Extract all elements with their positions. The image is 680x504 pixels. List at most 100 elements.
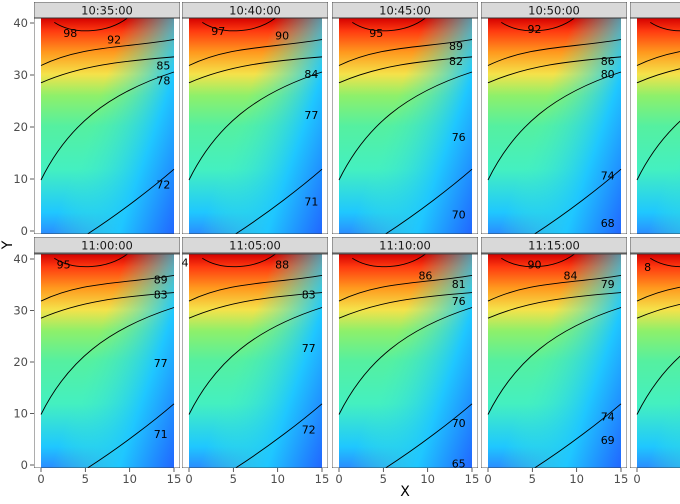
contour-label: 70 bbox=[452, 209, 466, 222]
x-tick-label: 15 bbox=[167, 472, 182, 486]
y-tick-label: 10 bbox=[13, 407, 28, 421]
facet-strip bbox=[630, 2, 680, 19]
contour-line bbox=[352, 17, 426, 32]
heatmap-cool-corner bbox=[41, 254, 174, 468]
contour-line bbox=[54, 17, 128, 32]
contour-label: 90 bbox=[528, 259, 542, 272]
panel-border bbox=[182, 17, 328, 234]
contour-line bbox=[188, 292, 323, 319]
contour-line bbox=[636, 51, 680, 66]
heatmap-cool-corner bbox=[637, 254, 680, 468]
facet-strip bbox=[34, 237, 180, 254]
y-tick-label: 10 bbox=[13, 172, 28, 186]
x-tick-label: 15 bbox=[465, 472, 480, 486]
facet-panel bbox=[630, 2, 680, 234]
contour-line bbox=[40, 307, 175, 415]
facet-strip-label: 11:15:00 bbox=[528, 239, 580, 253]
contour-label: 71 bbox=[154, 428, 168, 441]
contour-line bbox=[188, 307, 323, 415]
contour-label: 84 bbox=[304, 68, 318, 81]
panel-border bbox=[182, 253, 328, 468]
contour-line bbox=[188, 71, 323, 181]
contour-label: 76 bbox=[452, 131, 466, 144]
contour-label: 80 bbox=[601, 68, 615, 81]
contour-line bbox=[487, 274, 622, 302]
contour-line bbox=[188, 274, 323, 302]
contour-label: 85 bbox=[156, 60, 170, 73]
contour-label: 86 bbox=[418, 269, 432, 282]
contour-label: 74 bbox=[601, 411, 615, 424]
x-tick-label: 5 bbox=[82, 472, 89, 486]
contour-label: 81 bbox=[452, 278, 466, 291]
facet-strip-label: 10:50:00 bbox=[528, 4, 580, 18]
contour-label: 68 bbox=[601, 217, 615, 230]
contour-line bbox=[487, 39, 622, 66]
contour-label: 82 bbox=[449, 55, 463, 68]
facet-panel: 86 81 76 70 65 11:10:00 bbox=[332, 237, 478, 471]
panel-border bbox=[481, 253, 627, 468]
contour-line bbox=[487, 307, 622, 415]
facet-panel: 95 89 83 77 71 11:00:00 bbox=[34, 237, 180, 468]
contour-line bbox=[338, 307, 473, 415]
x-tick-label: 0 bbox=[185, 472, 192, 486]
contour-line bbox=[40, 56, 175, 84]
heatmap-cool-corner bbox=[189, 254, 322, 468]
facet-strip bbox=[182, 237, 328, 254]
contour-label: 83 bbox=[302, 289, 316, 302]
contour-label: 86 bbox=[601, 55, 615, 68]
contour-label: 88 bbox=[275, 259, 289, 272]
contour-line bbox=[202, 253, 276, 268]
y-axis-title: Y bbox=[0, 240, 16, 250]
facet-strip bbox=[481, 237, 627, 254]
contour-label: 70 bbox=[452, 417, 466, 430]
contour-label: 95 bbox=[57, 259, 71, 272]
contour-label: 79 bbox=[601, 278, 615, 291]
contour-line bbox=[636, 120, 680, 181]
panel-border bbox=[630, 17, 680, 234]
contour-label: 71 bbox=[304, 196, 318, 209]
contour-label: 65 bbox=[452, 458, 466, 471]
contour-line bbox=[534, 403, 622, 468]
contour-label: 97 bbox=[211, 25, 225, 38]
contour-label: 72 bbox=[156, 178, 170, 191]
contour-line bbox=[501, 253, 575, 268]
contour-label: 8 bbox=[644, 261, 651, 274]
contour-label: 4 bbox=[182, 257, 189, 270]
facet-strip-label: 10:40:00 bbox=[229, 4, 281, 18]
contour-line bbox=[235, 403, 323, 468]
contour-line bbox=[338, 39, 473, 66]
facet-strip-label: 11:10:00 bbox=[379, 239, 431, 253]
panel-border bbox=[34, 17, 180, 234]
x-tick-label: 10 bbox=[420, 472, 435, 486]
x-tick-label: 15 bbox=[614, 472, 629, 486]
contour-line bbox=[40, 292, 175, 319]
contour-label: 89 bbox=[449, 40, 463, 53]
panel-border bbox=[630, 253, 680, 468]
panel-border bbox=[332, 253, 478, 468]
contour-line bbox=[87, 403, 175, 468]
contour-label: 77 bbox=[302, 342, 316, 355]
contour-label: 72 bbox=[302, 423, 316, 436]
contour-line bbox=[40, 274, 175, 302]
contour-label: 98 bbox=[63, 27, 77, 40]
heatmap-cool-corner bbox=[488, 18, 621, 234]
facet-panel: 98 92 85 78 72 10:35:00 bbox=[34, 2, 180, 234]
heatmap-cool-corner bbox=[339, 254, 472, 468]
x-tick-label: 0 bbox=[484, 472, 491, 486]
contour-line bbox=[338, 292, 473, 319]
contour-line bbox=[487, 56, 622, 84]
contour-label: 69 bbox=[601, 434, 615, 447]
heatmap-cool-corner bbox=[488, 254, 621, 468]
x-tick-label: 5 bbox=[529, 472, 536, 486]
facet-panel: 97 90 84 77 71 10:40:00 bbox=[182, 2, 328, 234]
contour-line bbox=[352, 253, 426, 268]
facet-panel: 4 88 83 77 72 11:05:00 bbox=[182, 237, 328, 468]
panel-border bbox=[481, 17, 627, 234]
x-tick-label: 5 bbox=[380, 472, 387, 486]
x-tick-label: 0 bbox=[335, 472, 342, 486]
x-tick-label: 15 bbox=[315, 472, 330, 486]
contour-line bbox=[54, 253, 128, 268]
contour-line bbox=[636, 303, 680, 319]
y-tick-label: 30 bbox=[13, 304, 28, 318]
